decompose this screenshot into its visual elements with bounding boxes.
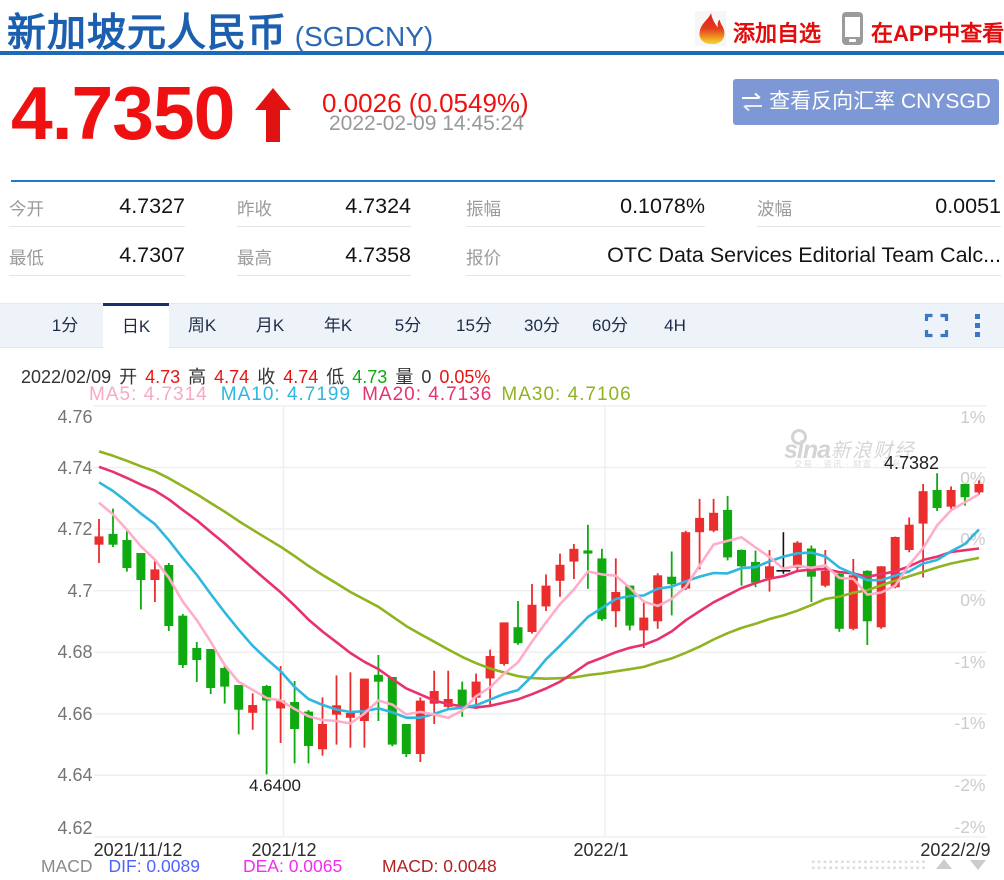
svg-text:4.74: 4.74 — [57, 458, 92, 478]
svg-text:MACD: MACD — [41, 856, 93, 875]
svg-text:4.6400: 4.6400 — [249, 776, 301, 795]
svg-text:DIF: 0.0089: DIF: 0.0089 — [109, 856, 200, 875]
svg-text:2021/11/12: 2021/11/12 — [94, 840, 183, 860]
svg-text:4.7: 4.7 — [67, 581, 92, 601]
svg-text:-2%: -2% — [954, 775, 985, 795]
svg-text:2022/1: 2022/1 — [573, 840, 628, 860]
svg-text:4.76: 4.76 — [57, 407, 92, 427]
svg-text:-2%: -2% — [954, 817, 985, 837]
svg-text:1%: 1% — [960, 407, 985, 427]
svg-text:4.64: 4.64 — [57, 765, 92, 785]
svg-text:4.72: 4.72 — [57, 519, 92, 539]
svg-text:4.66: 4.66 — [57, 704, 92, 724]
svg-text:4.68: 4.68 — [57, 642, 92, 662]
svg-text:0%: 0% — [960, 590, 985, 610]
svg-text:4.7382: 4.7382 — [884, 453, 939, 473]
svg-text:MACD: 0.0048: MACD: 0.0048 — [382, 856, 497, 875]
svg-text:4.62: 4.62 — [57, 818, 92, 838]
svg-text:新浪财经: 新浪财经 — [831, 440, 916, 462]
svg-text:-1%: -1% — [954, 713, 985, 733]
svg-text:交易 · 资讯 · 财富 · 服务: 交易 · 资讯 · 财富 · 服务 — [794, 459, 902, 469]
svg-text:2022/2/9: 2022/2/9 — [920, 840, 990, 860]
svg-text:DEA: 0.0065: DEA: 0.0065 — [243, 856, 342, 875]
svg-text:2021/12: 2021/12 — [251, 840, 316, 860]
svg-text:0%: 0% — [960, 529, 985, 549]
svg-text:-1%: -1% — [954, 652, 985, 672]
